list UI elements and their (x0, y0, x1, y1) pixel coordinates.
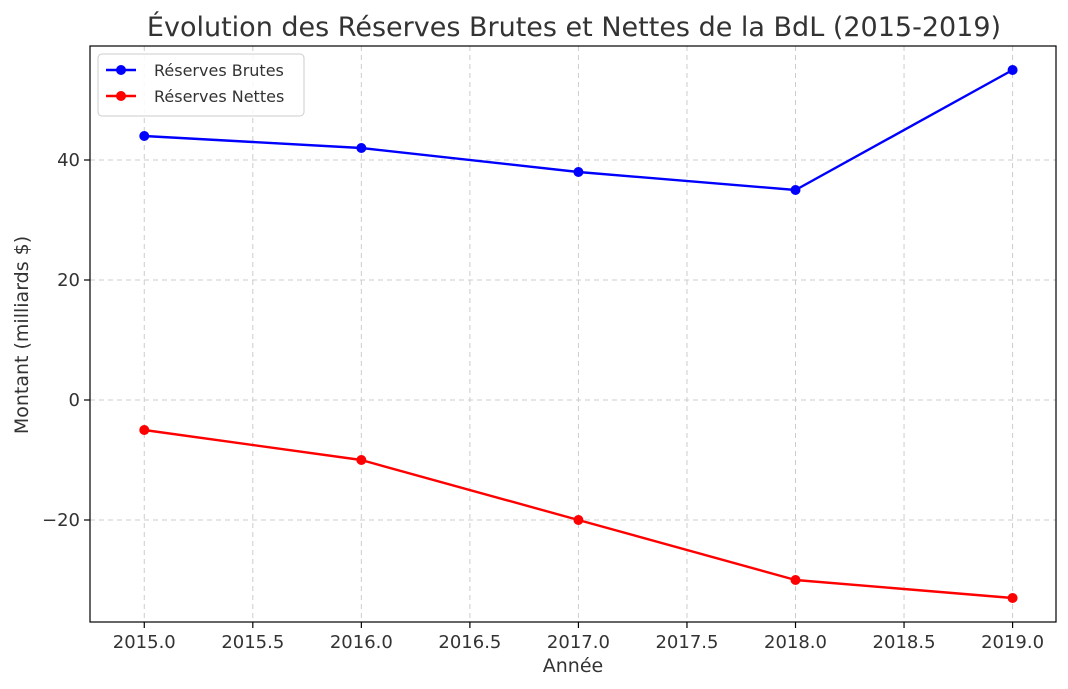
y-tick-label: 0 (69, 390, 80, 411)
data-point (790, 575, 801, 585)
legend: Réserves Brutes Réserves Nettes (97, 53, 305, 117)
y-axis-label: Montant (milliards $) (11, 236, 33, 434)
legend-item: Réserves Nettes (106, 87, 284, 106)
x-tick-label: 2018.0 (764, 632, 827, 653)
data-point (790, 185, 801, 195)
y-axis-ticks: −20 0 20 40 (42, 150, 90, 531)
x-tick-label: 2016.5 (438, 632, 501, 653)
legend-item: Réserves Brutes (106, 61, 284, 80)
series-lines (139, 65, 1018, 603)
x-tick-label: 2017.0 (547, 632, 610, 653)
y-tick-label: 20 (57, 270, 80, 291)
series-1 (139, 425, 1018, 603)
data-point (139, 425, 150, 435)
data-point (139, 131, 150, 141)
x-tick-label: 2015.5 (221, 632, 284, 653)
data-point (1007, 593, 1018, 603)
legend-swatch-marker (116, 65, 126, 75)
x-tick-label: 2019.0 (981, 632, 1044, 653)
grid-lines (90, 46, 1056, 622)
legend-swatch-marker (116, 91, 126, 101)
legend-label: Réserves Brutes (154, 61, 284, 80)
legend-label: Réserves Nettes (154, 87, 284, 106)
x-axis-label: Année (543, 655, 603, 677)
x-axis-ticks: 2015.0 2015.5 2016.0 2016.5 2017.0 2017.5 2018… (113, 622, 1044, 653)
data-point (356, 143, 367, 153)
x-tick-label: 2015.0 (113, 632, 176, 653)
data-point (573, 515, 584, 525)
x-tick-label: 2016.0 (330, 632, 393, 653)
x-tick-label: 2018.5 (873, 632, 936, 653)
series-0 (139, 65, 1018, 195)
data-point (356, 455, 367, 465)
chart-title: Évolution des Réserves Brutes et Nettes … (147, 11, 1001, 43)
data-point (1007, 65, 1018, 75)
x-tick-label: 2017.5 (655, 632, 718, 653)
plot-frame (89, 45, 1057, 623)
y-tick-label: −20 (42, 510, 80, 531)
y-tick-label: 40 (57, 150, 80, 171)
data-point (573, 167, 584, 177)
legend-box (97, 53, 305, 117)
